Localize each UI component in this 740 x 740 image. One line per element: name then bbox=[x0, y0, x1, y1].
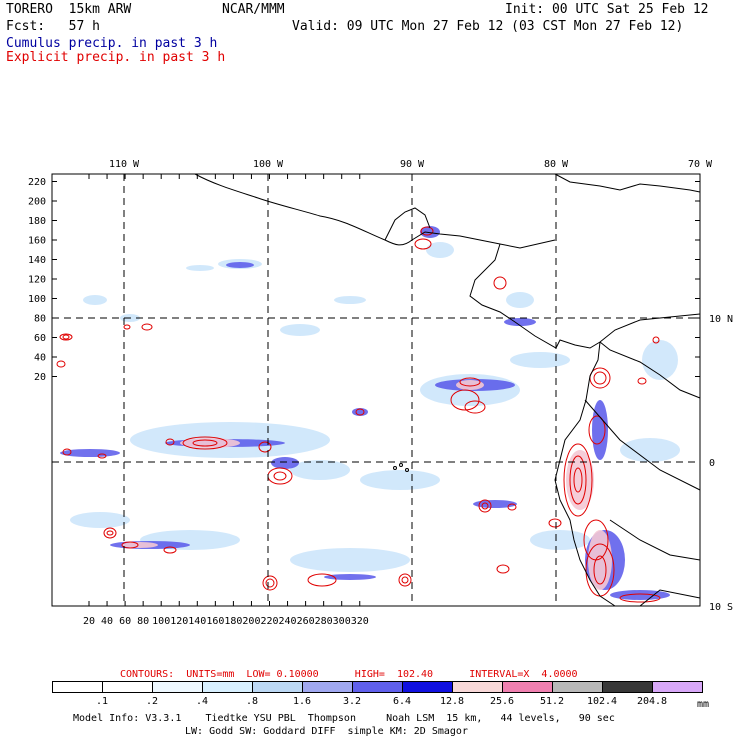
x-tick-label: 100 bbox=[152, 616, 170, 627]
x-tick-label: 160 bbox=[206, 616, 224, 627]
y-tick-label: 160 bbox=[28, 236, 46, 247]
legend-swatch bbox=[102, 681, 153, 693]
x-tick-label: 40 bbox=[101, 616, 113, 627]
lon-label: 100 W bbox=[253, 159, 284, 170]
legend-label: .1 bbox=[95, 696, 109, 707]
y-tick-label: 220 bbox=[28, 177, 46, 188]
legend-label: 3.2 bbox=[342, 696, 362, 707]
x-tick-label: 80 bbox=[137, 616, 149, 627]
legend-swatch bbox=[502, 681, 553, 693]
lon-label: 110 W bbox=[109, 159, 140, 170]
legend-label: 25.6 bbox=[489, 696, 515, 707]
forecast-hour: Fcst: 57 h bbox=[6, 19, 100, 34]
x-tick-label: 280 bbox=[315, 616, 333, 627]
x-tick-label: 240 bbox=[279, 616, 297, 627]
legend-label: .8 bbox=[245, 696, 259, 707]
lat-lon-grid bbox=[52, 174, 700, 606]
model-title: TORERO 15km ARW bbox=[6, 2, 132, 17]
y-tick-label: 40 bbox=[34, 353, 46, 364]
x-tick-label: 60 bbox=[119, 616, 131, 627]
contour-info: CONTOURS: UNITS=mm LOW= 0.10000 HIGH= 10… bbox=[120, 669, 578, 680]
y-tick-label: 200 bbox=[28, 197, 46, 208]
lon-label: 80 W bbox=[544, 159, 569, 170]
y-tick-label: 60 bbox=[34, 333, 46, 344]
legend-swatch bbox=[652, 681, 703, 693]
lon-label: 70 W bbox=[688, 159, 713, 170]
cumulus-precip-title: Cumulus precip. in past 3 h bbox=[6, 36, 218, 51]
legend-swatch bbox=[302, 681, 353, 693]
legend-swatch bbox=[52, 681, 103, 693]
org-label: NCAR/MMM bbox=[222, 2, 285, 17]
y-tick-label: 100 bbox=[28, 294, 46, 305]
lat-label: 10 N bbox=[709, 314, 733, 325]
legend-swatch bbox=[452, 681, 503, 693]
legend-label: .2 bbox=[145, 696, 159, 707]
y-tick-label: 120 bbox=[28, 275, 46, 286]
y-tick-label: 80 bbox=[34, 314, 46, 325]
lat-label: 0 bbox=[709, 458, 715, 469]
legend-swatch bbox=[602, 681, 653, 693]
legend-label: 102.4 bbox=[586, 696, 618, 707]
x-tick-label: 200 bbox=[242, 616, 260, 627]
lat-label: 10 S bbox=[709, 602, 733, 613]
legend-swatch bbox=[402, 681, 453, 693]
x-tick-label: 220 bbox=[260, 616, 278, 627]
legend-label: 1.6 bbox=[292, 696, 312, 707]
legend-label: 51.2 bbox=[539, 696, 565, 707]
legend-label: 204.8 bbox=[636, 696, 668, 707]
legend-swatch bbox=[552, 681, 603, 693]
x-tick-label: 300 bbox=[333, 616, 351, 627]
x-tick-label: 20 bbox=[83, 616, 95, 627]
y-tick-label: 180 bbox=[28, 216, 46, 227]
y-tick-label: 20 bbox=[34, 372, 46, 383]
explicit-precip-title: Explicit precip. in past 3 h bbox=[6, 50, 226, 65]
legend-label: 6.4 bbox=[392, 696, 412, 707]
lon-label: 90 W bbox=[400, 159, 425, 170]
x-tick-label: 120 bbox=[170, 616, 188, 627]
x-tick-label: 180 bbox=[224, 616, 242, 627]
x-tick-label: 140 bbox=[188, 616, 206, 627]
legend-swatch bbox=[252, 681, 303, 693]
coastlines bbox=[194, 173, 701, 607]
legend-swatch bbox=[202, 681, 253, 693]
y-tick-label: 140 bbox=[28, 255, 46, 266]
valid-time: Valid: 09 UTC Mon 27 Feb 12 (03 CST Mon … bbox=[292, 19, 684, 34]
legend-swatch bbox=[152, 681, 203, 693]
x-tick-label: 260 bbox=[297, 616, 315, 627]
legend-label: 12.8 bbox=[439, 696, 465, 707]
init-time: Init: 00 UTC Sat 25 Feb 12 bbox=[505, 2, 709, 17]
legend-swatch bbox=[352, 681, 403, 693]
legend-label: .4 bbox=[195, 696, 209, 707]
legend-unit: mm bbox=[697, 699, 710, 710]
physics-info-line: LW: Godd SW: Goddard DIFF simple KM: 2D … bbox=[185, 726, 468, 737]
model-info-line: Model Info: V3.3.1 Tiedtke YSU PBL Thomp… bbox=[73, 713, 615, 724]
axis-ticks bbox=[52, 174, 700, 606]
x-tick-label: 320 bbox=[351, 616, 369, 627]
